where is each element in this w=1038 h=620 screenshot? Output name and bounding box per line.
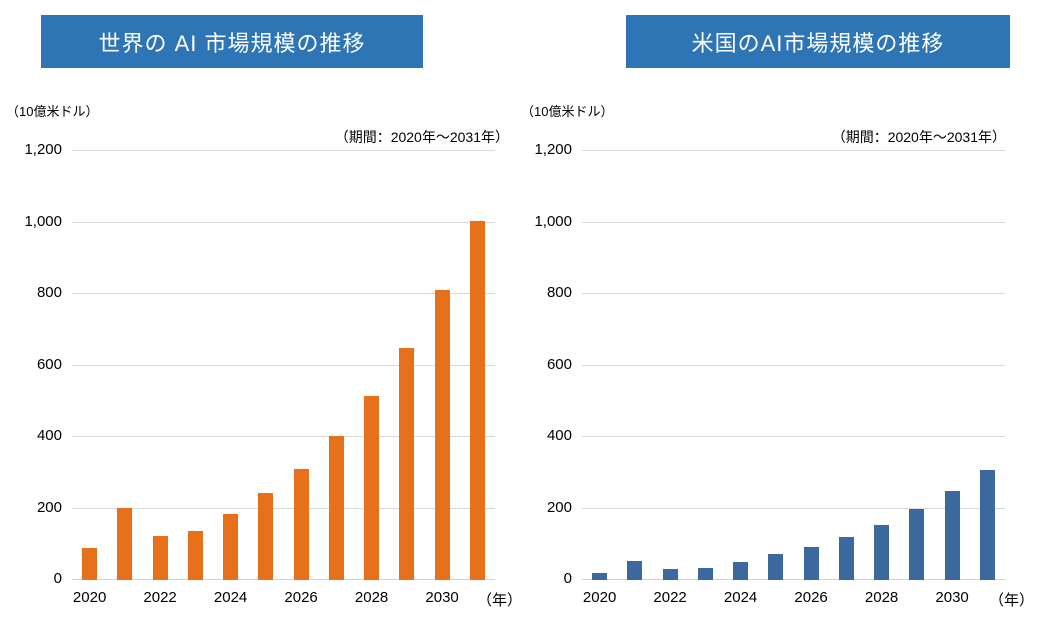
y-axis-tick-label: 0 — [53, 570, 62, 587]
gridline — [72, 293, 495, 294]
bar-2030 — [944, 491, 960, 580]
y-axis-tick-label: 1,200 — [24, 141, 62, 158]
gridline — [582, 436, 1005, 437]
plot-area: 0 200 400 600 800 1,000 1,200 2020 2022 2024 2026 2… — [24, 141, 495, 606]
y-axis-tick-label: 600 — [546, 356, 572, 373]
period-annotation: （期間：2020年～2031年） — [831, 129, 1006, 145]
x-axis-tick-label: 2022 — [653, 589, 687, 606]
gridline — [582, 222, 1005, 223]
bar-2021 — [627, 561, 643, 580]
chart-title: 米国のAI市場規模の推移 — [691, 30, 945, 56]
bar-2022 — [152, 535, 168, 580]
bar-2023 — [187, 530, 203, 580]
bar-2031 — [979, 470, 995, 580]
x-axis-tick-label: 2026 — [284, 589, 318, 606]
bar-2028 — [364, 396, 380, 580]
y-axis-tick-label: 1,000 — [534, 213, 572, 230]
x-axis-tick-label: 2024 — [213, 589, 248, 606]
x-axis-unit-label: （年） — [477, 592, 523, 609]
gridline — [72, 365, 495, 366]
bar-2021 — [117, 507, 133, 580]
bar-2022 — [662, 569, 678, 580]
bar-2029 — [399, 348, 415, 580]
y-axis-tick-label: 1,000 — [24, 213, 62, 230]
x-axis-tick-label: 2024 — [723, 589, 758, 606]
y-axis-tick-label: 600 — [36, 356, 62, 373]
x-axis-unit-label: （年） — [989, 592, 1035, 609]
period-annotation: （期間：2020年～2031年） — [334, 129, 509, 145]
bar-2024 — [223, 514, 239, 580]
x-axis-line — [72, 579, 495, 580]
bar-2031 — [469, 220, 485, 580]
bar-2030 — [434, 289, 450, 580]
gridline — [72, 222, 495, 223]
chart-title-band: 米国のAI市場規模の推移 — [626, 15, 1010, 68]
bar-2025 — [768, 554, 784, 580]
chart-title-band: 世界の AI 市場規模の推移 — [41, 15, 423, 68]
gridline — [582, 508, 1005, 509]
gridline — [582, 293, 1005, 294]
gridline — [72, 436, 495, 437]
x-axis-tick-label: 2028 — [354, 589, 389, 606]
gridline — [582, 365, 1005, 366]
bar-2029 — [909, 508, 925, 580]
y-axis-tick-label: 200 — [36, 499, 62, 516]
bar-2025 — [258, 492, 274, 580]
chart-title: 世界の AI 市場規模の推移 — [98, 30, 366, 56]
x-axis-line — [582, 579, 1005, 580]
bar-2023 — [697, 567, 713, 580]
bar-2027 — [838, 537, 854, 580]
bar-2020 — [82, 547, 98, 580]
gridline — [72, 508, 495, 509]
x-axis-tick-label: 2028 — [864, 589, 899, 606]
bar-2028 — [874, 524, 890, 580]
y-axis-unit-label: （10億米ドル） — [521, 104, 614, 119]
x-axis-tick-label: 2020 — [72, 589, 107, 606]
x-axis-tick-label: 2030 — [425, 589, 459, 606]
bar-2020 — [592, 572, 608, 580]
y-axis-unit-label: （10億米ドル） — [6, 104, 99, 119]
gridline — [72, 150, 495, 151]
y-axis-tick-label: 200 — [546, 499, 572, 516]
x-axis-tick-label: 2026 — [794, 589, 828, 606]
x-axis-tick-label: 2022 — [143, 589, 177, 606]
y-axis-tick-label: 800 — [546, 284, 572, 301]
y-axis-tick-label: 400 — [36, 427, 62, 444]
y-axis-tick-label: 800 — [36, 284, 62, 301]
x-axis-tick-label: 2020 — [582, 589, 617, 606]
y-axis-tick-label: 400 — [546, 427, 572, 444]
gridline — [582, 150, 1005, 151]
bar-2027 — [328, 436, 344, 580]
y-axis-tick-label: 0 — [563, 570, 572, 587]
bar-2024 — [733, 561, 749, 580]
bar-2026 — [803, 546, 819, 580]
y-axis-tick-label: 1,200 — [534, 141, 572, 158]
x-axis-tick-label: 2030 — [935, 589, 969, 606]
plot-area: 0 200 400 600 800 1,000 1,200 2020 2022 2024 2026 2… — [534, 141, 1005, 606]
bar-2026 — [293, 469, 309, 580]
